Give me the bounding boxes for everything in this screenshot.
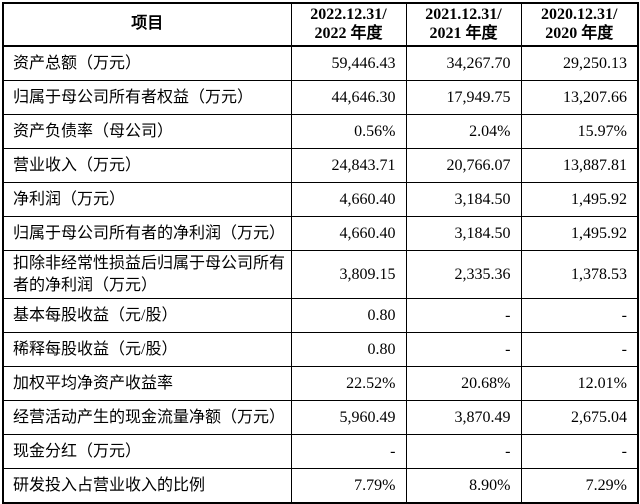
header-row: 项目 2022.12.31/ 2022 年度 2021.12.31/ 2021 … [2,2,639,47]
header-year-line: 2022 年度 [314,24,383,42]
table-row: 基本每股收益（元/股） 0.80 - - [2,298,639,334]
value-cell-2021: 2,335.36 [405,249,522,300]
value-cell-2021: 34,267.70 [405,45,522,81]
row-label-cell: 资产负债率（母公司） [2,114,292,149]
table-body: 资产总额（万元） 59,446.43 34,267.70 29,250.13 归… [2,45,639,504]
row-label-cell: 净利润（万元） [2,182,292,217]
value-cell-2022: 5,960.49 [290,400,407,436]
header-date-line: 2020.12.31/ [541,6,618,24]
row-label-cell: 经营活动产生的现金流量净额（万元） [2,400,292,436]
table-row: 归属于母公司所有者的净利润（万元） 4,660.40 3,184.50 1,49… [2,216,639,251]
header-cell-2022: 2022.12.31/ 2022 年度 [290,2,407,47]
row-label-cell: 扣除非经常性损益后归属于母公司所有者的净利润（万元） [2,249,292,300]
value-cell-2021: 8.90% [405,468,522,504]
value-cell-2021: 3,870.49 [405,400,522,436]
value-cell-2022: 0.56% [290,114,407,149]
value-cell-2021: 20,766.07 [405,148,522,183]
row-label-cell: 资产总额（万元） [2,45,292,81]
value-cell-2021: 20.68% [405,366,522,402]
header-cell-2020: 2020.12.31/ 2020 年度 [520,2,639,47]
table-header: 项目 2022.12.31/ 2022 年度 2021.12.31/ 2021 … [2,2,639,47]
value-cell-2020: 7.29% [520,468,639,504]
table-row: 归属于母公司所有者权益（万元） 44,646.30 17,949.75 13,2… [2,80,639,115]
header-date-line: 2022.12.31/ [310,6,387,24]
value-cell-2021: - [405,434,522,470]
value-cell-2020: 12.01% [520,366,639,402]
table-row: 稀释每股收益（元/股） 0.80 - - [2,332,639,368]
value-cell-2020: 29,250.13 [520,45,639,81]
table-row: 研发投入占营业收入的比例 7.79% 8.90% 7.29% [2,468,639,504]
header-cell-item: 项目 [2,2,292,47]
value-cell-2022: 59,446.43 [290,45,407,81]
value-cell-2020: 1,495.92 [520,216,639,251]
value-cell-2020: 13,887.81 [520,148,639,183]
value-cell-2022: 24,843.71 [290,148,407,183]
table-row: 扣除非经常性损益后归属于母公司所有者的净利润（万元） 3,809.15 2,33… [2,249,639,300]
value-cell-2020: 1,495.92 [520,182,639,217]
header-cell-2021: 2021.12.31/ 2021 年度 [405,2,522,47]
table-row: 现金分红（万元） - - - [2,434,639,470]
value-cell-2021: 3,184.50 [405,182,522,217]
value-cell-2020: 1,378.53 [520,249,639,300]
header-item-label: 项目 [131,15,164,33]
table-row: 加权平均净资产收益率 22.52% 20.68% 12.01% [2,366,639,402]
value-cell-2021: - [405,298,522,334]
table-row: 资产负债率（母公司） 0.56% 2.04% 15.97% [2,114,639,149]
value-cell-2021: 17,949.75 [405,80,522,115]
table-row: 营业收入（万元） 24,843.71 20,766.07 13,887.81 [2,148,639,183]
table-row: 经营活动产生的现金流量净额（万元） 5,960.49 3,870.49 2,67… [2,400,639,436]
value-cell-2020: 13,207.66 [520,80,639,115]
value-cell-2020: - [520,298,639,334]
value-cell-2020: 2,675.04 [520,400,639,436]
row-label-cell: 稀释每股收益（元/股） [2,332,292,368]
value-cell-2020: - [520,332,639,368]
row-label-cell: 归属于母公司所有者权益（万元） [2,80,292,115]
row-label-cell: 现金分红（万元） [2,434,292,470]
row-label-cell: 研发投入占营业收入的比例 [2,468,292,504]
header-year-line: 2021 年度 [429,24,498,42]
value-cell-2022: 22.52% [290,366,407,402]
value-cell-2022: 3,809.15 [290,249,407,300]
value-cell-2020: - [520,434,639,470]
value-cell-2021: 2.04% [405,114,522,149]
header-year-line: 2020 年度 [545,24,614,42]
value-cell-2020: 15.97% [520,114,639,149]
value-cell-2022: 4,660.40 [290,182,407,217]
value-cell-2022: 0.80 [290,298,407,334]
row-label-cell: 归属于母公司所有者的净利润（万元） [2,216,292,251]
header-date-line: 2021.12.31/ [425,6,502,24]
table-row: 净利润（万元） 4,660.40 3,184.50 1,495.92 [2,182,639,217]
value-cell-2022: 7.79% [290,468,407,504]
value-cell-2021: - [405,332,522,368]
value-cell-2022: - [290,434,407,470]
value-cell-2022: 4,660.40 [290,216,407,251]
row-label-cell: 加权平均净资产收益率 [2,366,292,402]
row-label-cell: 营业收入（万元） [2,148,292,183]
value-cell-2022: 0.80 [290,332,407,368]
table-row: 资产总额（万元） 59,446.43 34,267.70 29,250.13 [2,45,639,81]
value-cell-2021: 3,184.50 [405,216,522,251]
value-cell-2022: 44,646.30 [290,80,407,115]
row-label-cell: 基本每股收益（元/股） [2,298,292,334]
